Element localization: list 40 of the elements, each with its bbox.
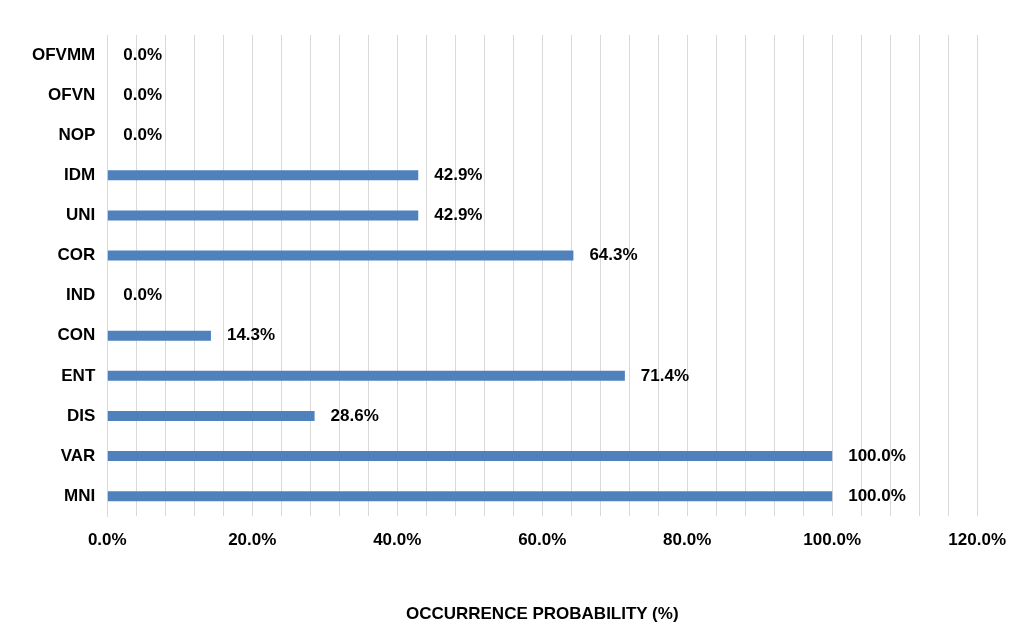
data-label: 100.0% [848, 445, 906, 465]
bar [107, 410, 315, 421]
bar [107, 491, 833, 502]
y-tick-label: VAR [60, 445, 96, 465]
x-tick-label: 0.0% [87, 530, 127, 550]
y-tick-label: ENT [61, 365, 96, 385]
y-tick-label: OFVMM [31, 44, 96, 64]
data-label: 100.0% [848, 485, 906, 505]
bar [107, 210, 419, 221]
bar [107, 330, 211, 341]
bar [107, 170, 419, 181]
x-tick-label: 20.0% [228, 530, 277, 550]
y-tick-label: MNI [64, 485, 96, 505]
data-label: 42.9% [434, 205, 483, 225]
y-tick-label: IND [65, 285, 96, 305]
data-label: 0.0% [123, 84, 163, 104]
x-axis-title: OCCURRENCE PROBABILITY (%) [405, 604, 679, 624]
data-label: 0.0% [123, 124, 163, 144]
x-tick-label: 60.0% [518, 530, 567, 550]
y-tick-label: IDM [64, 165, 96, 185]
x-tick-label: 40.0% [373, 530, 422, 550]
data-label: 64.3% [589, 245, 638, 265]
x-tick-label: 100.0% [803, 530, 862, 550]
data-label: 14.3% [226, 325, 276, 345]
data-label: 42.9% [434, 165, 483, 185]
y-tick-label: OFVN [48, 84, 96, 104]
x-tick-label: 80.0% [663, 530, 712, 550]
y-tick-label: DIS [66, 405, 96, 425]
data-label: 28.6% [330, 405, 379, 425]
y-tick-label: UNI [65, 205, 96, 225]
y-tick-label: COR [57, 245, 96, 265]
bar [107, 451, 833, 462]
x-tick-label: 120.0% [948, 530, 1007, 550]
data-label: 71.4% [640, 365, 690, 385]
bar [107, 370, 625, 381]
y-tick-label: CON [57, 325, 96, 345]
data-label: 0.0% [123, 285, 163, 305]
bar [107, 250, 574, 261]
y-tick-label: NOP [58, 124, 96, 144]
data-label: 0.0% [123, 44, 163, 64]
